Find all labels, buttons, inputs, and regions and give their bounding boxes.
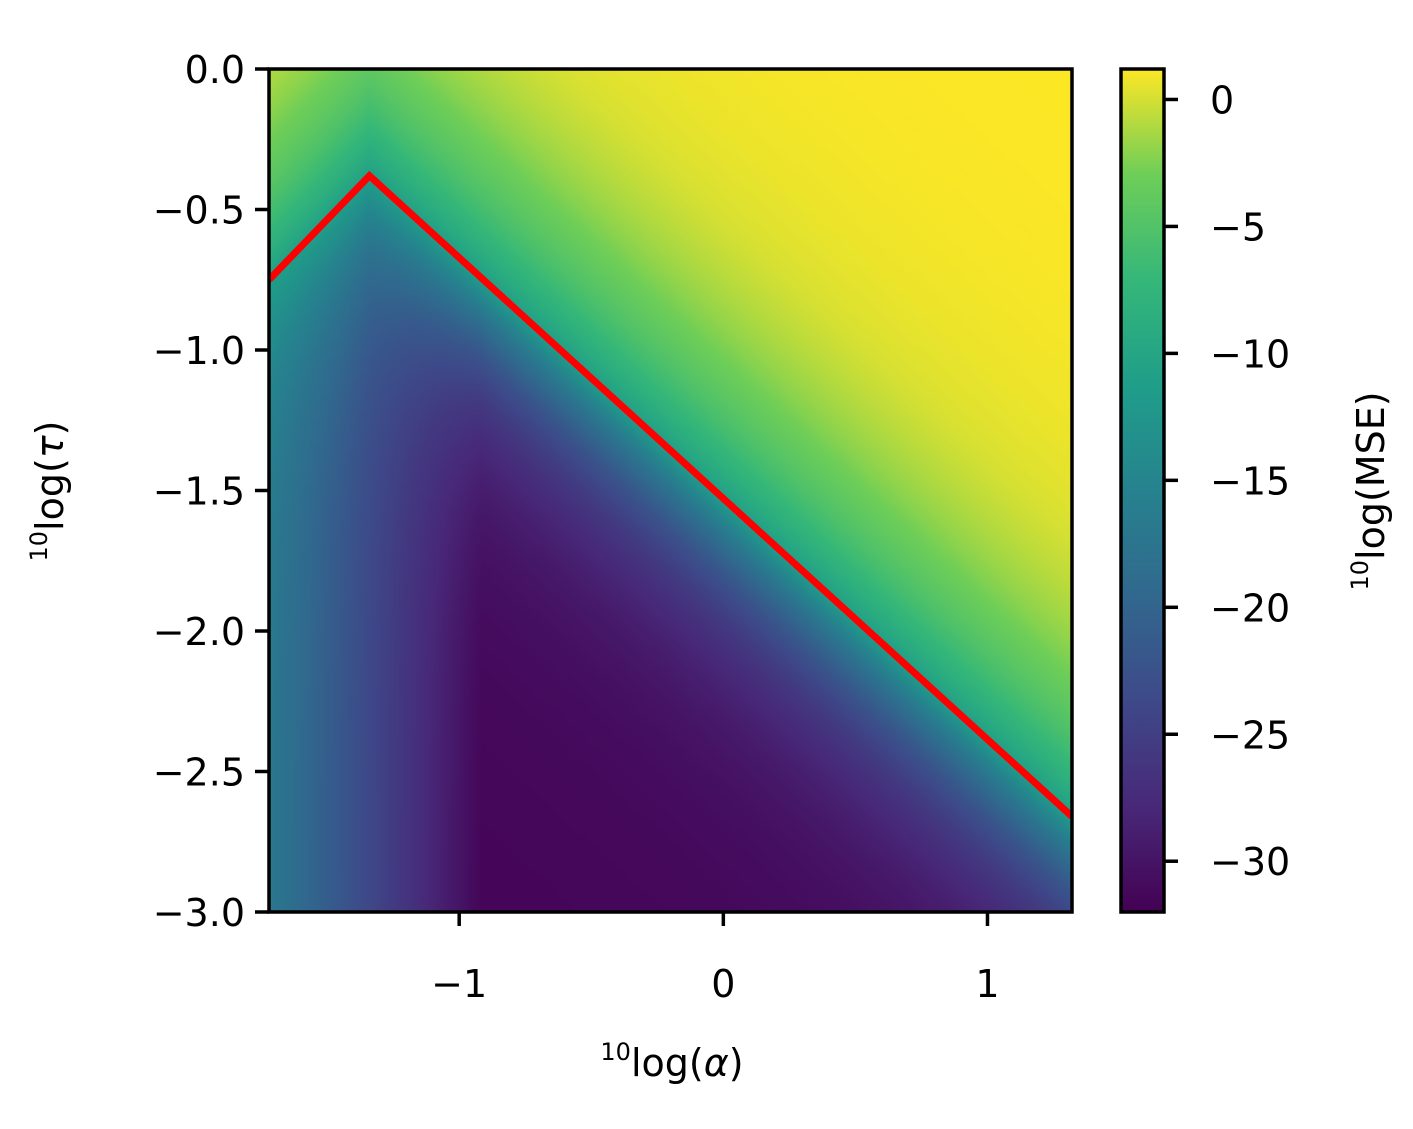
colorbar-ticks: 0 −5 −10 −15 −20 −25 −30 bbox=[1164, 78, 1290, 884]
x-tick-label: 0 bbox=[711, 962, 735, 1006]
colorbar-tick-label: −20 bbox=[1210, 586, 1290, 630]
colorbar-tick-label: 0 bbox=[1210, 78, 1234, 122]
y-axis-label-main: log( bbox=[28, 458, 72, 531]
colorbar-tick-label: −5 bbox=[1210, 205, 1266, 249]
colorbar-tick-label: −25 bbox=[1210, 713, 1290, 757]
colorbar bbox=[1121, 69, 1164, 912]
y-tick-label: −2.5 bbox=[153, 751, 245, 795]
x-axis-label-main: log( bbox=[631, 1041, 704, 1085]
x-axis-label: 10log(α) bbox=[600, 1038, 743, 1085]
y-axis-label-sup: 10 bbox=[25, 531, 53, 562]
x-axis-label-symbol: α bbox=[704, 1041, 729, 1085]
y-tick-label: 0.0 bbox=[185, 48, 245, 92]
y-tick-label: −0.5 bbox=[153, 189, 245, 233]
colorbar-label-main: log(MSE) bbox=[1349, 391, 1393, 560]
y-axis-label: 10log(τ) bbox=[25, 420, 72, 561]
y-axis-label-symbol: τ bbox=[28, 434, 72, 458]
x-tick-label: 1 bbox=[975, 962, 999, 1006]
x-tick-label: −1 bbox=[431, 962, 487, 1006]
y-axis-label-close: ) bbox=[28, 420, 72, 435]
x-axis-label-close: ) bbox=[729, 1041, 744, 1085]
colorbar-label: 10log(MSE) bbox=[1346, 391, 1393, 590]
x-axis-ticks: −1 0 1 bbox=[431, 912, 999, 1006]
y-axis-ticks: 0.0 −0.5 −1.0 −1.5 −2.0 −2.5 −3.0 bbox=[153, 48, 269, 935]
colorbar-tick-label: −30 bbox=[1210, 840, 1290, 884]
x-axis-label-sup: 10 bbox=[600, 1038, 631, 1066]
y-tick-label: −2.0 bbox=[153, 610, 245, 654]
y-tick-label: −3.0 bbox=[153, 891, 245, 935]
y-tick-label: −1.0 bbox=[153, 329, 245, 373]
y-tick-label: −1.5 bbox=[153, 470, 245, 514]
colorbar-tick-label: −10 bbox=[1210, 332, 1290, 376]
colorbar-tick-label: −15 bbox=[1210, 459, 1290, 503]
colorbar-label-sup: 10 bbox=[1346, 560, 1374, 591]
